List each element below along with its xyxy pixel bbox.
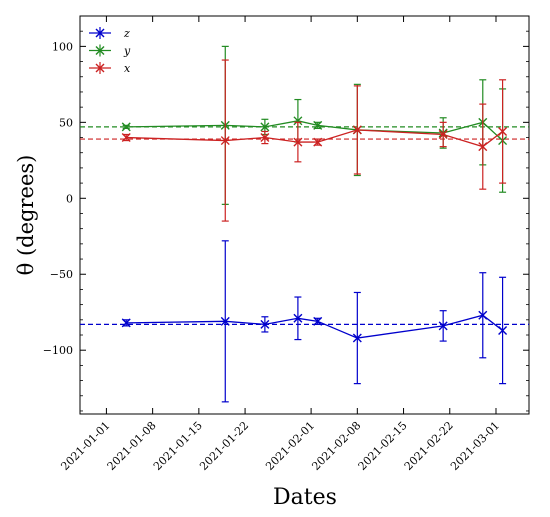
data-point-x: [438, 129, 448, 139]
marker-stroke: [220, 136, 230, 146]
data-point-z: [478, 310, 488, 320]
marker-stroke: [121, 122, 131, 132]
y-tick-label: −50: [50, 268, 73, 281]
marker-stroke: [352, 125, 362, 135]
y-axis: −100 −50 0 50 100: [43, 15, 529, 412]
marker-stroke: [121, 133, 131, 143]
marker-stroke: [260, 133, 270, 143]
legend-item-y: y: [89, 44, 131, 58]
legend-swatch-marker: [95, 46, 105, 55]
marker-stroke: [313, 120, 323, 130]
marker-stroke: [220, 316, 230, 326]
data-point-y: [293, 116, 303, 126]
data-point-y: [260, 122, 270, 132]
data-point-x: [293, 137, 303, 147]
data-point-z: [260, 319, 270, 329]
legend-item-z: z: [89, 27, 130, 40]
marker-stroke: [293, 116, 303, 126]
legend-label-z: z: [123, 27, 130, 40]
marker-stroke: [478, 310, 488, 320]
data-point-x: [260, 133, 270, 143]
marker-stroke: [438, 321, 448, 331]
data-point-z: [352, 333, 362, 343]
y-tick-label: 100: [52, 40, 73, 53]
data-point-x: [313, 137, 323, 147]
series-z: [121, 240, 508, 403]
marker-stroke: [260, 122, 270, 132]
marker-stroke: [313, 137, 323, 147]
legend-swatch-marker: [95, 63, 105, 73]
data-point-z: [293, 313, 303, 323]
marker-stroke: [121, 318, 131, 328]
x-tick-label: 2021-01-22: [197, 419, 251, 473]
y-tick-label: −100: [43, 344, 73, 357]
marker-stroke: [478, 142, 488, 152]
data-point-y: [121, 122, 131, 132]
data-point-x: [352, 125, 362, 135]
marker-stroke: [260, 319, 270, 329]
marker-stroke: [498, 126, 508, 136]
x-axis-label: Dates: [273, 485, 337, 510]
data-point-y: [313, 120, 323, 130]
data-point-x: [478, 142, 488, 152]
plot-frame: [79, 15, 530, 415]
marker-stroke: [293, 137, 303, 147]
x-tick-label: 2021-03-01: [448, 419, 502, 473]
data-point-x: [220, 136, 230, 146]
y-tick-label: 50: [59, 116, 73, 129]
y-axis-label: θ (degrees): [14, 155, 38, 276]
legend-label-y: y: [123, 45, 131, 58]
data-point-z: [498, 325, 508, 335]
marker-stroke: [438, 129, 448, 139]
legend-item-x: x: [89, 62, 131, 75]
marker-stroke: [352, 333, 362, 343]
y-tick-label: 0: [66, 192, 73, 205]
data-point-z: [313, 316, 323, 326]
legend-label-x: x: [124, 62, 131, 75]
marker-stroke: [313, 316, 323, 326]
legend: zyx: [89, 27, 131, 75]
data-point-z: [438, 321, 448, 331]
data-point-z: [220, 316, 230, 326]
series-layer: [121, 45, 508, 403]
data-point-x: [498, 126, 508, 136]
series-x: [121, 59, 508, 222]
data-point-z: [121, 318, 131, 328]
marker-stroke: [293, 313, 303, 323]
legend-swatch-marker: [95, 28, 105, 38]
marker-stroke: [498, 325, 508, 335]
data-point-x: [121, 133, 131, 143]
